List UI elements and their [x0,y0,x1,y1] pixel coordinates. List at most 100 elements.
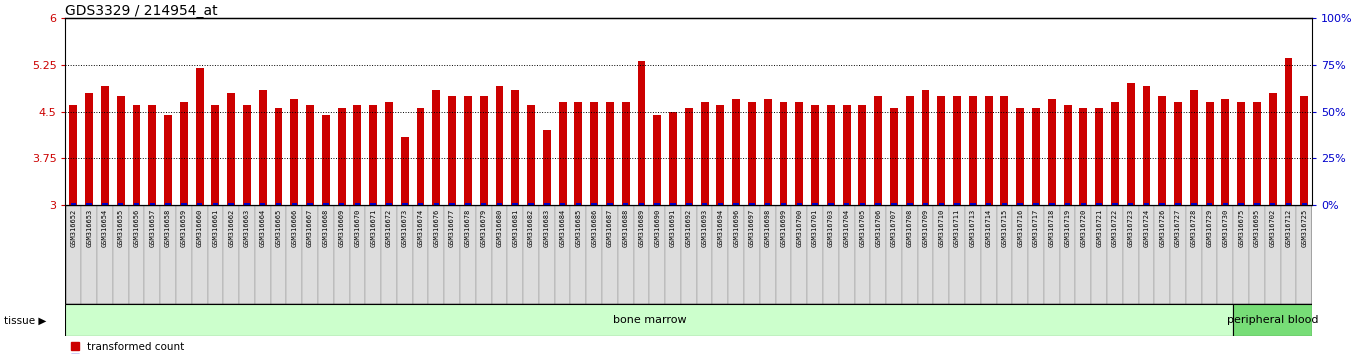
Text: GSM316684: GSM316684 [559,208,566,246]
Bar [732,99,741,205]
Text: GSM316698: GSM316698 [765,208,771,246]
Text: GSM316687: GSM316687 [607,208,612,246]
Bar [370,105,376,205]
Bar [555,205,570,304]
Bar [71,202,76,205]
Bar [128,205,145,304]
Bar [196,202,202,205]
Bar [416,108,424,205]
Bar [211,105,220,205]
Text: GSM316696: GSM316696 [734,208,739,246]
Bar [322,115,330,205]
Bar [481,202,487,205]
Bar [1202,205,1218,304]
Bar [1060,205,1075,304]
Bar [797,202,802,205]
Bar [906,96,914,205]
Bar [539,205,555,304]
Bar [366,205,381,304]
Bar [1127,83,1135,205]
Text: GSM316715: GSM316715 [1001,208,1008,246]
Bar [401,137,409,205]
Bar [449,202,454,205]
Bar [291,99,299,205]
Bar [765,202,771,205]
Text: GSM316728: GSM316728 [1191,208,1196,246]
Bar [602,205,618,304]
Bar [734,202,739,205]
Text: GSM316665: GSM316665 [276,208,281,246]
Bar [1154,205,1170,304]
Bar [513,202,518,205]
Bar [1185,205,1202,304]
Bar [637,62,645,205]
Bar [528,202,533,205]
Bar [165,202,170,205]
Bar [776,205,791,304]
Text: GSM316690: GSM316690 [655,208,660,246]
Bar [434,202,439,205]
Bar [1034,202,1039,205]
Bar [349,205,366,304]
Bar [1159,202,1165,205]
Text: GSM316675: GSM316675 [1239,208,1244,246]
Text: GSM316678: GSM316678 [465,208,471,246]
Bar [1254,102,1260,205]
Bar [747,102,756,205]
Bar [1239,202,1244,205]
Bar [113,205,128,304]
Bar [937,96,945,205]
Bar [702,202,708,205]
Bar [1028,205,1043,304]
Bar [591,102,597,205]
Bar [476,205,491,304]
Text: GSM316670: GSM316670 [355,208,360,246]
Bar [844,202,850,205]
Text: GSM316710: GSM316710 [938,208,944,246]
Text: GSM316658: GSM316658 [165,208,170,246]
Bar [891,108,898,205]
Text: GSM316703: GSM316703 [828,208,833,246]
Bar [180,102,188,205]
Bar [334,205,349,304]
Text: GSM316671: GSM316671 [370,208,376,246]
Bar [1018,202,1023,205]
Bar [780,202,786,205]
Legend: transformed count, percentile rank within the sample: transformed count, percentile rank withi… [71,342,263,354]
Bar [228,202,235,205]
Bar [887,205,902,304]
Bar [716,105,724,205]
Bar [670,202,675,205]
Bar [496,202,502,205]
Bar [728,205,743,304]
Text: peripheral blood: peripheral blood [1228,315,1319,325]
Bar [1285,58,1293,205]
Bar [649,205,666,304]
Bar [618,205,634,304]
Bar [1075,205,1091,304]
Bar [685,108,693,205]
Text: GSM316716: GSM316716 [1018,208,1023,246]
Bar [307,202,312,205]
Bar [1189,90,1198,205]
Bar [195,68,203,205]
Bar [1043,205,1060,304]
Bar [922,90,929,205]
Bar [318,205,334,304]
Bar [839,205,854,304]
Text: GSM316667: GSM316667 [307,208,314,246]
Bar [224,205,239,304]
Bar [985,96,993,205]
Bar [981,205,997,304]
Bar [891,202,896,205]
Bar [86,202,91,205]
Text: GSM316723: GSM316723 [1128,208,1133,246]
Text: GSM316661: GSM316661 [213,208,218,246]
Text: GSM316706: GSM316706 [876,208,881,246]
Text: GSM316668: GSM316668 [323,208,329,246]
Bar [607,202,612,205]
Text: GSM316682: GSM316682 [528,208,535,246]
Bar [570,205,587,304]
Bar [323,202,329,205]
Bar [274,108,282,205]
